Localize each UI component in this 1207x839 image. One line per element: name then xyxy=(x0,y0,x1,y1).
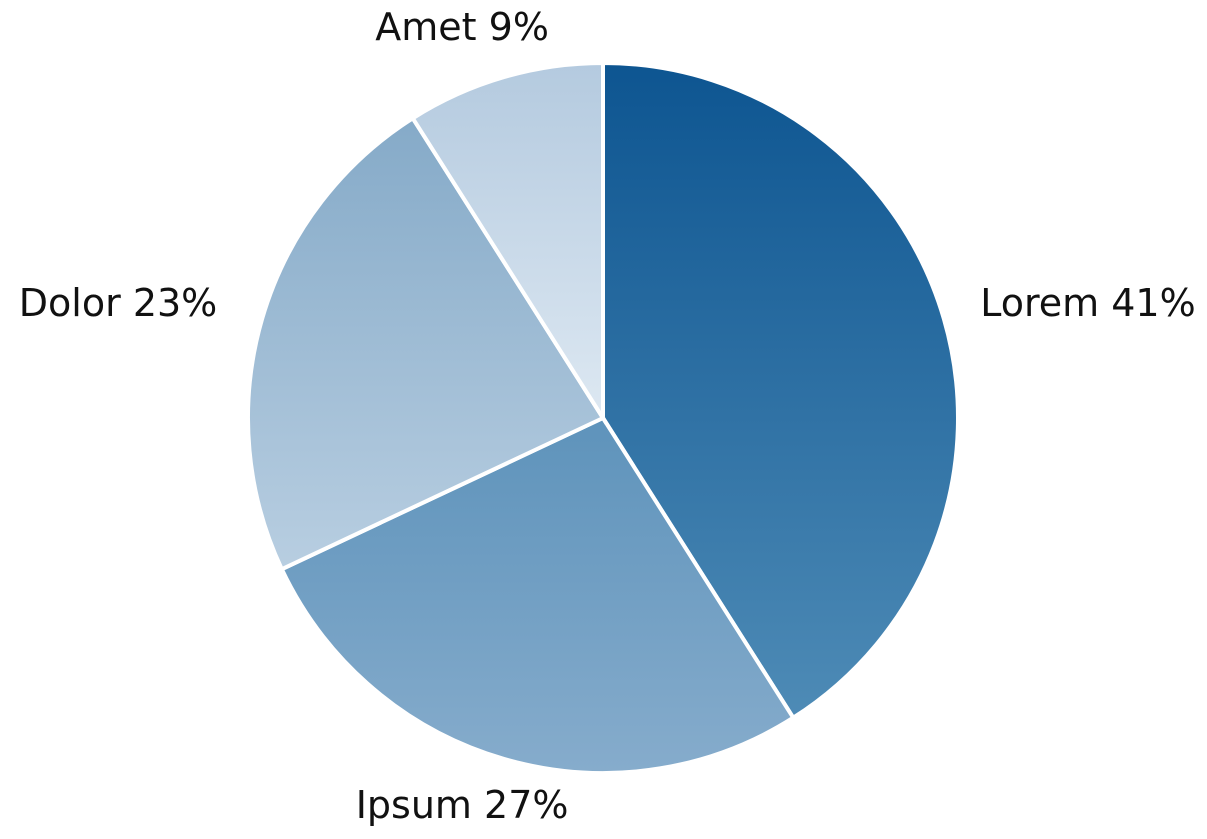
value-label: 27% xyxy=(484,782,568,826)
slice-label: Lorem 41% xyxy=(980,281,1196,325)
slice-label: Amet 9% xyxy=(375,5,549,49)
value-label: 23% xyxy=(133,281,217,325)
slice-label: Ipsum 27% xyxy=(356,782,569,826)
pie-slice xyxy=(601,60,960,721)
category-label: Dolor xyxy=(19,281,121,325)
value-label: 41% xyxy=(1111,281,1195,325)
value-label: 9% xyxy=(489,5,549,49)
pie-slice xyxy=(410,60,605,425)
slice-label: Dolor 23% xyxy=(19,281,218,325)
category-label: Amet xyxy=(375,5,476,49)
category-label: Lorem xyxy=(980,281,1099,325)
category-label: Ipsum xyxy=(356,782,472,826)
pie-slice xyxy=(279,415,796,775)
pie-slice xyxy=(246,115,606,572)
